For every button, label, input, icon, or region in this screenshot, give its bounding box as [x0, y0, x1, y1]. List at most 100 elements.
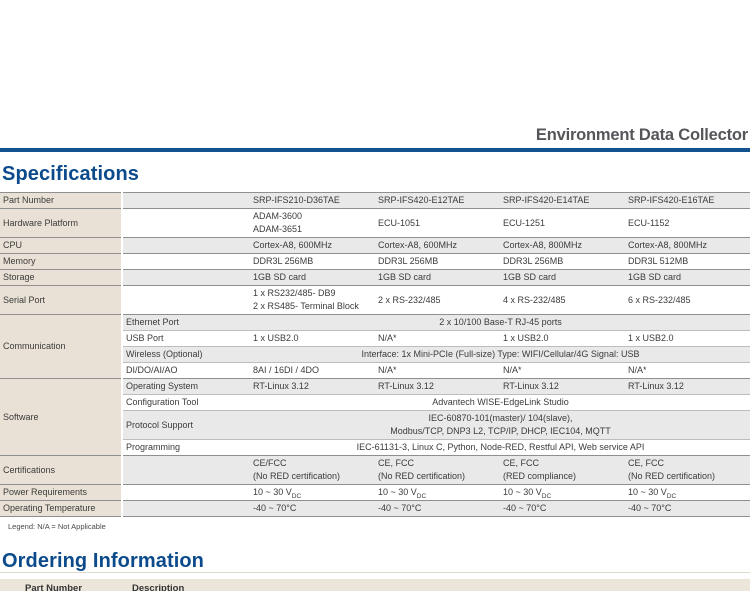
spec-row-label: Hardware Platform: [0, 208, 123, 238]
spec-value-cell: -40 ~ 70°C: [625, 500, 750, 517]
table-row: Hardware Platform ADAM-3600 ADAM-3651 ECU-1…: [0, 208, 750, 238]
table-row: Communication Ethernet Port 2 x 10/100 Bas…: [0, 314, 750, 379]
spec-value-cell: -40 ~ 70°C: [250, 500, 375, 517]
spec-sub-spacer: [122, 237, 250, 254]
spec-row-label: CPU: [0, 237, 123, 254]
spec-sub-label: Programming: [122, 439, 250, 456]
document-header: Environment Data Collector: [0, 0, 750, 148]
spec-value-span: IEC-60870-101(master)/ 104(slave), Modbus…: [250, 410, 750, 440]
spec-value-cell: -40 ~ 70°C: [375, 500, 500, 517]
spec-value-cell: 4 x RS-232/485: [500, 285, 625, 315]
table-row: Configuration Tool Advantech WISE-EdgeLin…: [0, 394, 750, 411]
spec-value-cell: 10 ~ 30 VDC: [625, 484, 750, 501]
spec-row-label: Storage: [0, 269, 123, 286]
spec-value-cell: SRP-IFS210-D36TAE: [250, 192, 375, 209]
spec-row-label: Communication: [0, 314, 123, 379]
spec-value-span: Advantech WISE-EdgeLink Studio: [250, 394, 750, 411]
spec-value-span: 2 x 10/100 Base-T RJ-45 ports: [250, 314, 750, 331]
spec-row-label: Software: [0, 378, 123, 456]
spec-value-cell: N/A*: [375, 362, 500, 379]
spec-value-cell: Cortex-A8, 600MHz: [250, 237, 375, 254]
spec-value-cell: RT-Linux 3.12: [500, 378, 625, 395]
spec-sub-label: DI/DO/AI/AO: [122, 362, 250, 379]
spec-value-cell: Cortex-A8, 800MHz: [625, 237, 750, 254]
spec-row-label: Memory: [0, 253, 123, 270]
spec-value-cell: RT-Linux 3.12: [375, 378, 500, 395]
spec-value-cell: ADAM-3600 ADAM-3651: [250, 208, 375, 238]
spec-value-cell: DDR3L 256MB: [375, 253, 500, 270]
spec-sub-label: Configuration Tool: [122, 394, 250, 411]
spec-value-cell: 10 ~ 30 VDC: [250, 484, 375, 501]
spec-value-cell: 6 x RS-232/485: [625, 285, 750, 315]
table-row: Power Requirements 10 ~ 30 VDC 10 ~ 30 VDC…: [0, 484, 750, 501]
table-row: CPU Cortex-A8, 600MHz Cortex-A8, 600MHz Cor…: [0, 237, 750, 254]
spec-value-cell: 1GB SD card: [500, 269, 625, 286]
specifications-table: Part Number SRP-IFS210-D36TAE SRP-IFS420-E…: [0, 192, 750, 517]
spec-value-cell: 1GB SD card: [375, 269, 500, 286]
spec-value-cell: N/A*: [625, 362, 750, 379]
ordering-column-part-number: Part Number: [25, 582, 83, 591]
spec-value-cell: Cortex-A8, 600MHz: [375, 237, 500, 254]
spec-sub-spacer: [122, 285, 250, 315]
spec-value-cell: ECU-1051: [375, 208, 500, 238]
spec-sub-spacer: [122, 253, 250, 270]
spec-sub-label: Protocol Support: [122, 410, 250, 440]
table-row: Part Number SRP-IFS210-D36TAE SRP-IFS420-E…: [0, 192, 750, 209]
spec-value-cell: SRP-IFS420-E16TAE: [625, 192, 750, 209]
ordering-table-header: Part Number Description: [0, 579, 750, 591]
spec-value-cell: CE/FCC (No RED certification): [250, 455, 375, 485]
spec-value-cell: ECU-1251: [500, 208, 625, 238]
spec-value-cell: 1 x USB2.0: [625, 330, 750, 347]
spec-sub-spacer: [122, 484, 250, 501]
spec-sub-spacer: [122, 192, 250, 209]
spec-value-cell: SRP-IFS420-E14TAE: [500, 192, 625, 209]
spec-value-cell: RT-Linux 3.12: [625, 378, 750, 395]
table-legend: Legend: N/A = Not Applicable: [8, 522, 106, 531]
table-row: Memory DDR3L 256MB DDR3L 256MB DDR3L 256MB D…: [0, 253, 750, 270]
spec-row-label: Certifications: [0, 455, 123, 485]
ordering-heading-rule: Ordering Information: [0, 550, 750, 573]
spec-sub-label: Ethernet Port: [122, 314, 250, 331]
spec-sub-label: USB Port: [122, 330, 250, 347]
spec-sub-spacer: [122, 208, 250, 238]
spec-row-label: Serial Port: [0, 285, 123, 315]
table-row: DI/DO/AI/AO 8AI / 16DI / 4DO N/A* N/A* N/A*: [0, 362, 750, 379]
table-row: Protocol Support IEC-60870-101(master)/ 1…: [0, 410, 750, 440]
spec-row-label: Operating Temperature: [0, 500, 123, 517]
spec-value-cell: 1 x USB2.0: [250, 330, 375, 347]
spec-sub-spacer: [122, 455, 250, 485]
spec-value-cell: 8AI / 16DI / 4DO: [250, 362, 375, 379]
table-row: Serial Port 1 x RS232/485- DB9 2 x RS485- …: [0, 285, 750, 315]
spec-value-cell: 2 x RS-232/485: [375, 285, 500, 315]
spec-value-cell: 1 x RS232/485- DB9 2 x RS485- Terminal Bl…: [250, 285, 375, 315]
table-row: Software Operating System RT-Linux 3.12 RT-…: [0, 378, 750, 456]
spec-value-cell: CE, FCC (RED compliance): [500, 455, 625, 485]
spec-value-span: IEC-61131-3, Linux C, Python, Node-RED, …: [250, 439, 750, 456]
spec-value-cell: ECU-1152: [625, 208, 750, 238]
spec-value-cell: 1GB SD card: [250, 269, 375, 286]
spec-value-cell: Cortex-A8, 800MHz: [500, 237, 625, 254]
spec-value-cell: CE, FCC (No RED certification): [625, 455, 750, 485]
specifications-table-body: Part Number SRP-IFS210-D36TAE SRP-IFS420-E…: [0, 192, 750, 517]
spec-row-label: Part Number: [0, 192, 123, 209]
spec-value-cell: SRP-IFS420-E12TAE: [375, 192, 500, 209]
table-row: Certifications CE/FCC (No RED certificatio…: [0, 455, 750, 485]
table-row: Storage 1GB SD card 1GB SD card 1GB SD card…: [0, 269, 750, 286]
spec-sub-spacer: [122, 269, 250, 286]
spec-value-cell: 10 ~ 30 VDC: [500, 484, 625, 501]
spec-value-cell: N/A*: [500, 362, 625, 379]
spec-sub-label: Wireless (Optional): [122, 346, 250, 363]
spec-value-cell: RT-Linux 3.12: [250, 378, 375, 395]
spec-value-cell: N/A*: [375, 330, 500, 347]
spec-sub-label: Operating System: [122, 378, 250, 395]
table-row: Programming IEC-61131-3, Linux C, Python,…: [0, 439, 750, 456]
table-row: Wireless (Optional) Interface: 1x Mini-PC…: [0, 346, 750, 363]
spec-value-cell: DDR3L 256MB: [250, 253, 375, 270]
header-divider-rule: [0, 148, 750, 152]
spec-value-cell: 1GB SD card: [625, 269, 750, 286]
ordering-column-description: Description: [132, 582, 185, 591]
spec-value-cell: DDR3L 256MB: [500, 253, 625, 270]
spec-value-cell: DDR3L 512MB: [625, 253, 750, 270]
product-title: Environment Data Collector: [535, 125, 748, 144]
spec-row-label: Power Requirements: [0, 484, 123, 501]
